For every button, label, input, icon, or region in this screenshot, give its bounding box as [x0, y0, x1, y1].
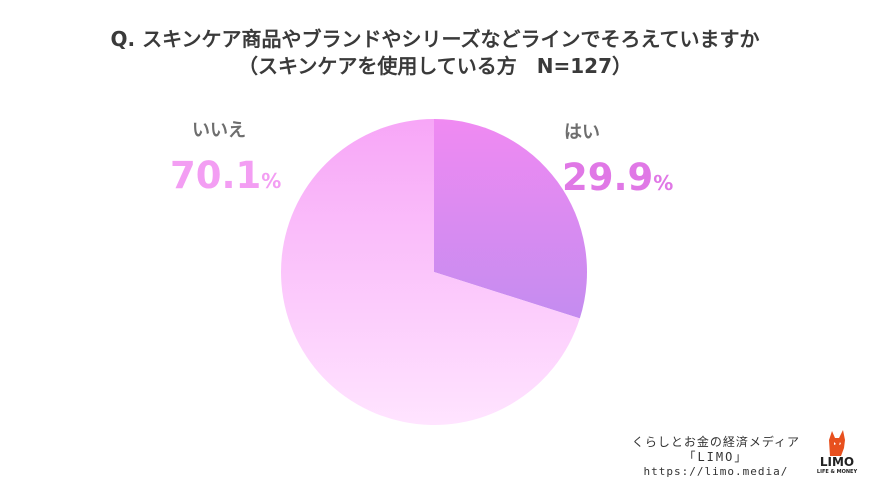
- slice-percent-no: 70.1%: [170, 156, 281, 201]
- footer-credit: くらしとお金の経済メディア 「LIMO」 https://limo.media/: [632, 435, 800, 479]
- logo-tagline: LIFE & MONEY: [816, 469, 858, 475]
- chart-title: Q. スキンケア商品やブランドやシリーズなどラインでそろえていますか （スキンケ…: [0, 26, 870, 80]
- slice-percent-yes: 29.9%: [562, 158, 682, 203]
- limo-logo: LIMO LIFE & MONEY: [812, 428, 862, 476]
- slice-value-no: 70.1: [170, 154, 262, 197]
- logo-wordmark: LIMO: [819, 455, 855, 469]
- chart-title-line2: （スキンケアを使用している方 N=127）: [237, 54, 633, 78]
- slice-name-yes: はい: [564, 122, 600, 143]
- slice-unit-yes: %: [653, 171, 674, 195]
- pie-slice-yes: [434, 119, 588, 319]
- footer-brand: 「LIMO」: [683, 450, 749, 464]
- pie-slice-no: [281, 119, 580, 426]
- pie-slices: [281, 119, 588, 426]
- slice-label-no: いいえ 70.1%: [170, 116, 281, 201]
- slice-name-no: いいえ: [192, 120, 246, 141]
- footer-url: https://limo.media/: [643, 465, 789, 478]
- fox-icon: [829, 430, 845, 456]
- slice-label-yes: はい 29.9%: [562, 118, 682, 203]
- footer-tagline: くらしとお金の経済メディア: [631, 435, 800, 449]
- slice-unit-no: %: [261, 169, 282, 193]
- chart-title-line1: Q. スキンケア商品やブランドやシリーズなどラインでそろえていますか: [110, 27, 760, 51]
- slice-value-yes: 29.9: [562, 156, 654, 199]
